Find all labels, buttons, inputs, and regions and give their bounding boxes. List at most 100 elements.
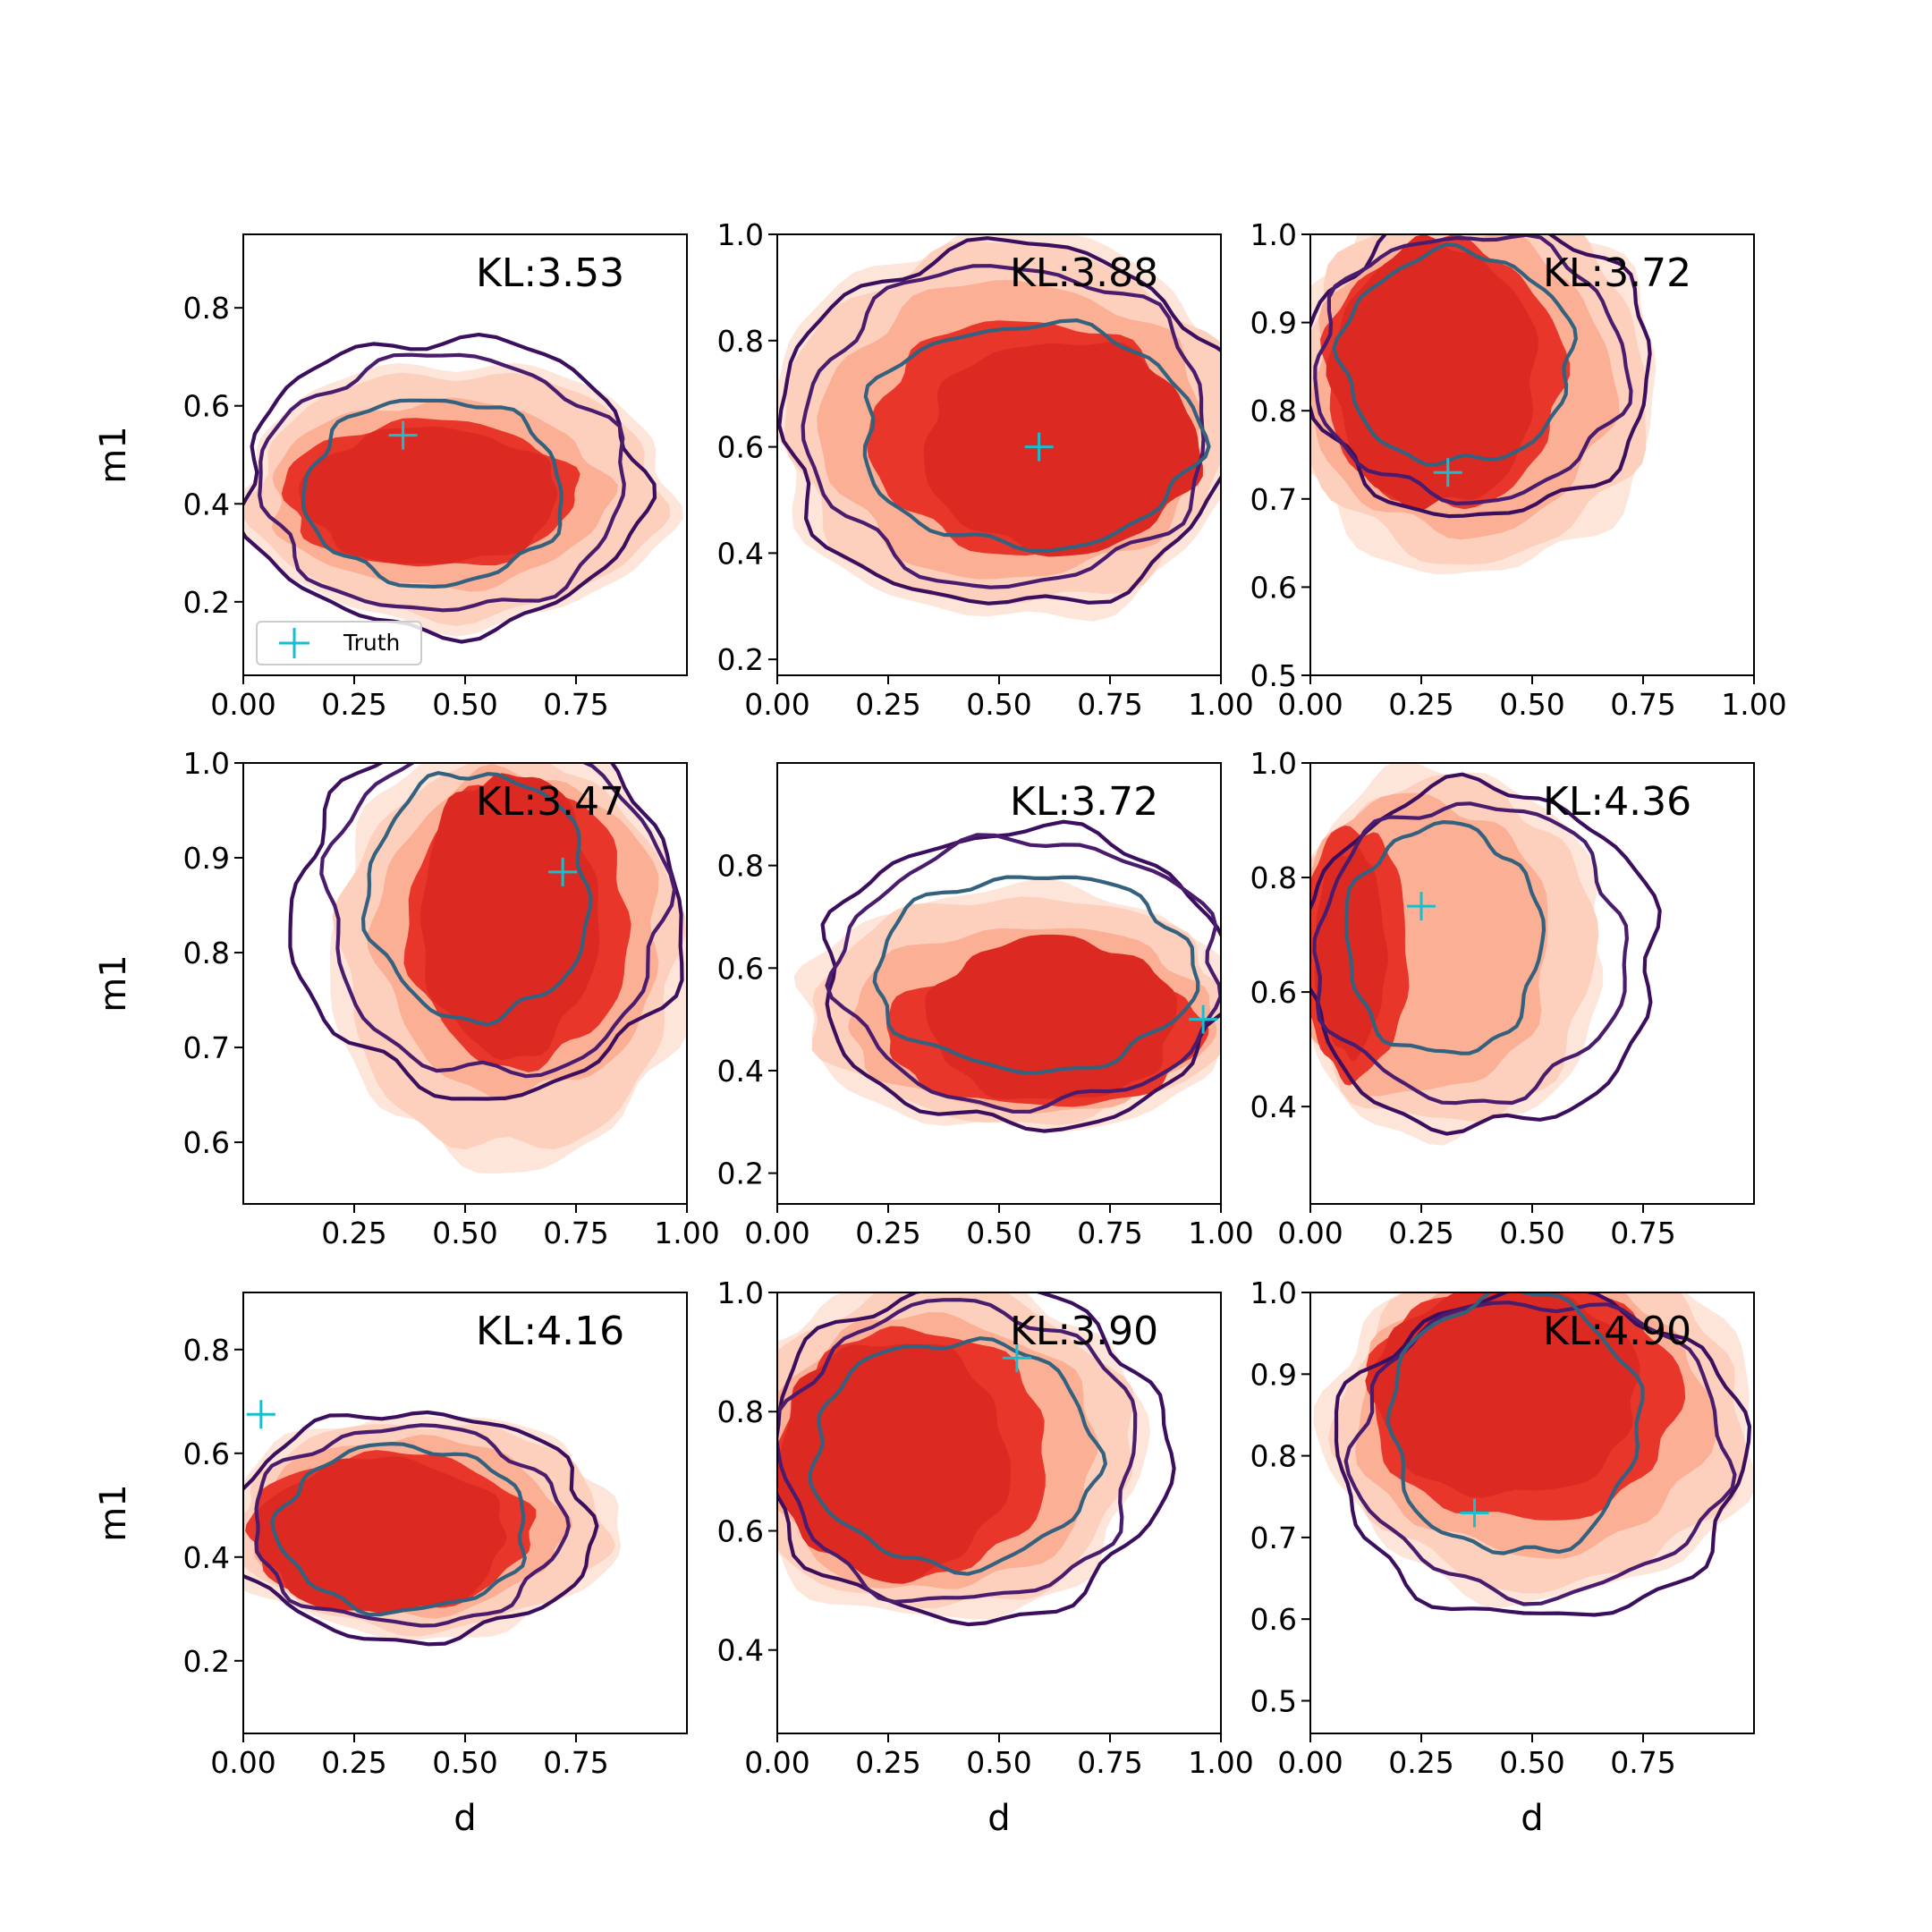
subplot-r0-c2: 0.00 0.25 0.50 0.75 1.00 0.5 0.6 0.7 0.8 0.9 1.0 KL… bbox=[1250, 217, 1787, 722]
y-tick-label: 0.8 bbox=[1250, 860, 1297, 895]
y-tick-label: 0.6 bbox=[183, 1125, 230, 1160]
y-tick-label: 1.0 bbox=[1250, 746, 1297, 781]
contour-line-2 bbox=[777, 1298, 1138, 1604]
density-fill-level-4 bbox=[777, 1343, 1012, 1584]
legend-truth-marker bbox=[279, 628, 309, 658]
y-tick-label: 0.8 bbox=[717, 1394, 764, 1429]
x-tick-label: 0.50 bbox=[966, 1745, 1031, 1780]
x-tick-label: 0.25 bbox=[321, 1216, 386, 1250]
x-tick-label: 0.75 bbox=[1610, 1745, 1675, 1780]
contour-line-3 bbox=[1344, 820, 1546, 1055]
kl-annotation: KL:4.90 bbox=[1543, 1309, 1691, 1354]
contour-line-2 bbox=[801, 264, 1206, 589]
truth-marker bbox=[388, 420, 418, 450]
contour-line-3 bbox=[862, 318, 1211, 554]
x-tick-label: 1.00 bbox=[1721, 687, 1786, 722]
contour-line-1 bbox=[1310, 234, 1652, 519]
legend-label: Truth bbox=[343, 630, 400, 656]
x-tick-label: 0.00 bbox=[744, 1745, 809, 1780]
x-tick-label: 0.00 bbox=[1277, 1216, 1343, 1250]
subplot-r1-c2: 0.00 0.25 0.50 0.75 0.4 0.6 0.8 1.0 KL:4.36 bbox=[1250, 746, 1755, 1250]
subplot-r1-c1: 0.00 0.25 0.50 0.75 1.00 0.2 0.4 0.6 0.8 KL:3.72 bbox=[717, 762, 1254, 1250]
x-tick-label: 1.00 bbox=[1188, 1745, 1253, 1780]
y-tick-label: 1.0 bbox=[717, 217, 764, 252]
subplot-r2-c1: 0.00 0.25 0.50 0.75 1.00 0.4 0.6 0.8 1.0 KL:3.90 d bbox=[717, 1275, 1254, 1839]
x-tick-label: 0.25 bbox=[855, 687, 920, 722]
y-tick-label: 0.2 bbox=[717, 642, 764, 677]
contour-line-3 bbox=[301, 398, 564, 589]
x-tick-label: 0.50 bbox=[1499, 1745, 1564, 1780]
x-tick-label: 0.00 bbox=[1277, 687, 1343, 722]
density-fill-level-4 bbox=[1365, 1292, 1640, 1498]
y-tick-label: 0.6 bbox=[1250, 975, 1297, 1010]
y-tick-label: 0.7 bbox=[1250, 1521, 1297, 1555]
y-tick-label: 0.5 bbox=[1250, 658, 1297, 693]
x-axis-label: d bbox=[987, 1798, 1010, 1839]
contour-line-1 bbox=[777, 236, 1221, 606]
y-tick-label: 0.9 bbox=[1250, 1357, 1297, 1392]
contour-line-2 bbox=[258, 352, 626, 613]
y-tick-label: 0.8 bbox=[1250, 1439, 1297, 1474]
x-tick-label: 0.75 bbox=[543, 687, 608, 722]
subplot-r0-c0: 0.00 0.25 0.50 0.75 0.2 0.4 0.6 0.8 KL:3.53 m1 Tru… bbox=[93, 233, 688, 722]
truth-marker bbox=[1460, 1498, 1489, 1528]
y-tick-label: 0.8 bbox=[1250, 394, 1297, 428]
x-tick-label: 0.75 bbox=[543, 1745, 608, 1780]
contour-line-2 bbox=[254, 1423, 571, 1628]
kl-annotation: KL:4.36 bbox=[1543, 779, 1691, 825]
x-tick-label: 0.50 bbox=[432, 1216, 497, 1250]
truth-marker bbox=[246, 1400, 275, 1429]
contour-line-1 bbox=[777, 1292, 1176, 1627]
x-tick-label: 0.00 bbox=[210, 1745, 275, 1780]
density-fill-level-4 bbox=[299, 427, 558, 564]
y-tick-label: 0.4 bbox=[717, 1054, 764, 1089]
contour-line-3 bbox=[1332, 242, 1578, 467]
y-tick-label: 0.7 bbox=[183, 1030, 230, 1065]
plot-area bbox=[1310, 763, 1662, 1146]
y-tick-label: 0.8 bbox=[717, 849, 764, 884]
contour-line-2 bbox=[1312, 801, 1629, 1106]
y-tick-label: 0.6 bbox=[1250, 570, 1297, 605]
contour-line-3 bbox=[808, 1336, 1107, 1576]
contour-line-1 bbox=[288, 763, 684, 1101]
x-tick-label: 0.00 bbox=[744, 1216, 809, 1250]
kl-annotation: KL:3.88 bbox=[1010, 250, 1158, 296]
contour-line-1 bbox=[243, 1410, 599, 1647]
plot-area bbox=[1313, 1292, 1754, 1617]
y-tick-label: 0.4 bbox=[183, 487, 230, 521]
truth-marker bbox=[1024, 432, 1054, 462]
y-tick-label: 0.8 bbox=[183, 1333, 230, 1368]
plot-area bbox=[243, 1410, 622, 1647]
y-tick-label: 0.4 bbox=[717, 536, 764, 571]
contour-line-1 bbox=[1334, 1292, 1751, 1617]
x-tick-label: 0.00 bbox=[1277, 1745, 1343, 1780]
y-tick-label: 1.0 bbox=[183, 746, 230, 781]
plot-area bbox=[1310, 234, 1657, 575]
x-tick-label: 0.50 bbox=[966, 687, 1031, 722]
y-tick-label: 0.6 bbox=[717, 1513, 764, 1548]
x-tick-label: 0.25 bbox=[1388, 687, 1453, 722]
contour-line-1 bbox=[1310, 772, 1662, 1136]
y-tick-label: 0.4 bbox=[183, 1540, 230, 1575]
y-tick-label: 0.6 bbox=[183, 389, 230, 424]
x-tick-label: 0.75 bbox=[1077, 687, 1142, 722]
x-tick-label: 0.25 bbox=[1388, 1216, 1453, 1250]
density-fill-level-4 bbox=[923, 342, 1203, 557]
legend: Truth bbox=[256, 621, 422, 665]
contour-line-3 bbox=[360, 771, 593, 1027]
y-tick-label: 0.6 bbox=[717, 951, 764, 986]
legend-frame bbox=[256, 621, 422, 665]
contour-line-2 bbox=[1343, 1301, 1737, 1606]
y-tick-label: 0.6 bbox=[717, 430, 764, 465]
truth-marker bbox=[548, 857, 578, 886]
y-tick-label: 1.0 bbox=[1250, 217, 1297, 252]
y-tick-label: 0.2 bbox=[717, 1157, 764, 1191]
x-tick-label: 0.25 bbox=[855, 1745, 920, 1780]
y-tick-label: 1.0 bbox=[717, 1275, 764, 1310]
plot-area bbox=[777, 1292, 1176, 1627]
y-tick-label: 0.8 bbox=[183, 936, 230, 970]
contour-line-1 bbox=[820, 819, 1221, 1133]
truth-marker bbox=[1433, 458, 1462, 487]
x-tick-label: 0.50 bbox=[1499, 687, 1564, 722]
y-tick-label: 0.2 bbox=[183, 1644, 230, 1679]
